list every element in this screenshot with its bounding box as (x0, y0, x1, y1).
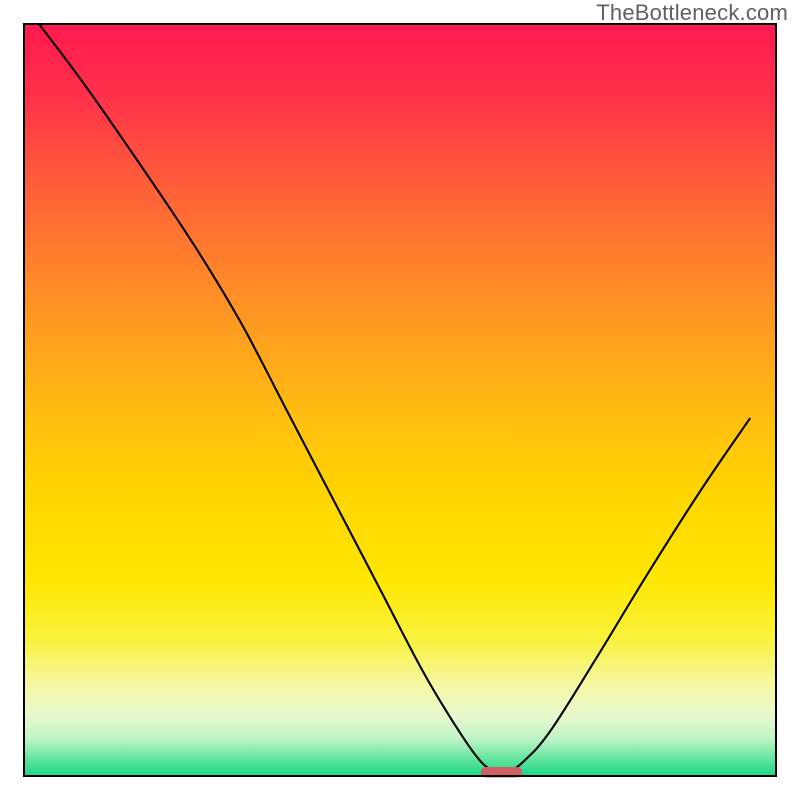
bottleneck-gradient-chart (0, 0, 800, 800)
watermark-text: TheBottleneck.com (596, 0, 788, 26)
gradient-background (24, 24, 776, 776)
chart-frame: TheBottleneck.com (0, 0, 800, 800)
